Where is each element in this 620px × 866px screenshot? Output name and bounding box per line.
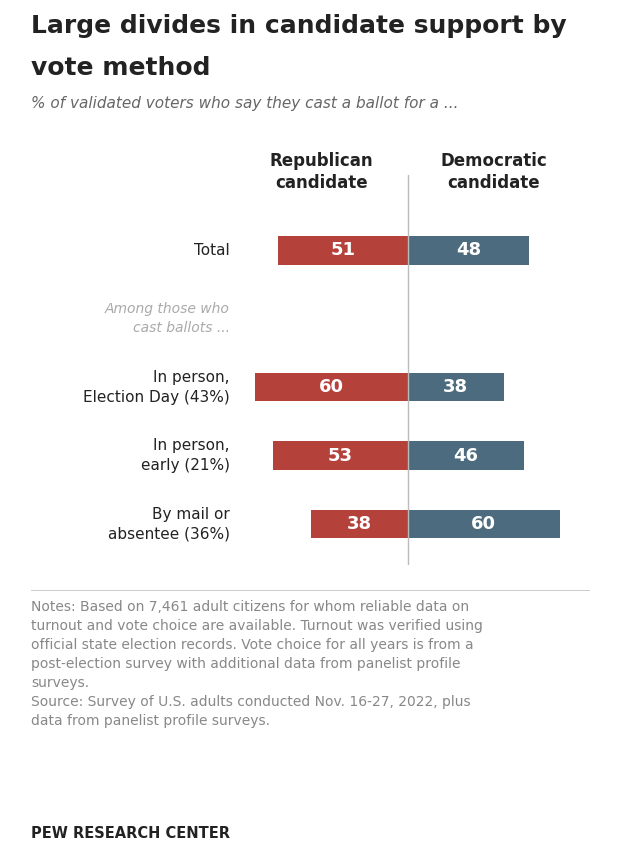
Text: 48: 48 [456,242,481,259]
Bar [407,372,504,402]
Bar [255,372,407,402]
Text: In person,
Election Day (43%): In person, Election Day (43%) [83,370,230,404]
Bar [273,441,407,470]
Text: PEW RESEARCH CENTER: PEW RESEARCH CENTER [31,826,230,841]
Text: 51: 51 [330,242,355,259]
Text: In person,
early (21%): In person, early (21%) [141,438,230,473]
Text: 38: 38 [443,378,468,396]
Text: official state election records. Vote choice for all years is from a: official state election records. Vote ch… [31,638,474,652]
Text: vote method: vote method [31,56,211,80]
Text: Republican
candidate: Republican candidate [270,152,373,192]
Text: Among those who
cast ballots ...: Among those who cast ballots ... [105,302,230,335]
Text: data from panelist profile surveys.: data from panelist profile surveys. [31,714,270,728]
Text: % of validated voters who say they cast a ballot for a ...: % of validated voters who say they cast … [31,96,459,111]
Text: 60: 60 [319,378,344,396]
Text: surveys.: surveys. [31,676,89,690]
Text: Total: Total [194,242,230,258]
Text: 46: 46 [453,447,479,464]
Text: Large divides in candidate support by: Large divides in candidate support by [31,14,567,38]
Text: 53: 53 [328,447,353,464]
Text: Democratic
candidate: Democratic candidate [440,152,547,192]
Text: 60: 60 [471,515,496,533]
Text: Notes: Based on 7,461 adult citizens for whom reliable data on: Notes: Based on 7,461 adult citizens for… [31,600,469,614]
Text: turnout and vote choice are available. Turnout was verified using: turnout and vote choice are available. T… [31,619,483,633]
Bar [407,509,560,539]
Text: post-election survey with additional data from panelist profile: post-election survey with additional dat… [31,657,461,671]
Bar [311,509,407,539]
Text: By mail or
absentee (36%): By mail or absentee (36%) [108,507,230,541]
Text: Source: Survey of U.S. adults conducted Nov. 16-27, 2022, plus: Source: Survey of U.S. adults conducted … [31,695,471,709]
Bar [407,236,529,265]
Bar [278,236,407,265]
Text: 38: 38 [347,515,372,533]
Bar [407,441,524,470]
